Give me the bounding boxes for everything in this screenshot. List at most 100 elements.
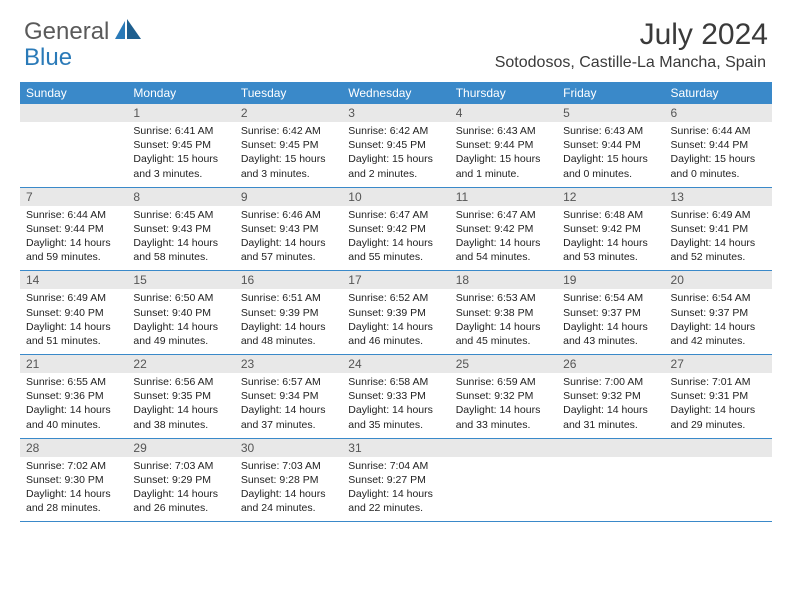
daylight-text-1: Daylight: 14 hours <box>456 236 551 250</box>
logo: General <box>24 18 145 46</box>
day-number: 5 <box>557 104 664 122</box>
daylight-text-1: Daylight: 14 hours <box>241 320 336 334</box>
sunset-text: Sunset: 9:37 PM <box>671 306 766 320</box>
sunset-text: Sunset: 9:39 PM <box>348 306 443 320</box>
daylight-text-2: and 33 minutes. <box>456 418 551 432</box>
day-number: 27 <box>665 355 772 374</box>
day-number: 17 <box>342 271 449 290</box>
daylight-text-1: Daylight: 15 hours <box>456 152 551 166</box>
daylight-text-1: Daylight: 14 hours <box>456 320 551 334</box>
day-number: 6 <box>665 104 772 122</box>
daylight-text-2: and 37 minutes. <box>241 418 336 432</box>
sunrise-text: Sunrise: 6:52 AM <box>348 291 443 305</box>
sunset-text: Sunset: 9:45 PM <box>241 138 336 152</box>
header-wednesday: Wednesday <box>342 82 449 104</box>
day-cell <box>665 457 772 522</box>
daylight-text-2: and 42 minutes. <box>671 334 766 348</box>
title-block: July 2024 Sotodosos, Castille-La Mancha,… <box>495 18 768 72</box>
day-number: 21 <box>20 355 127 374</box>
logo-sail-icon <box>115 19 143 46</box>
header-friday: Friday <box>557 82 664 104</box>
daylight-text-1: Daylight: 14 hours <box>563 403 658 417</box>
sunrise-text: Sunrise: 6:53 AM <box>456 291 551 305</box>
sunset-text: Sunset: 9:29 PM <box>133 473 228 487</box>
daylight-text-2: and 24 minutes. <box>241 501 336 515</box>
sunrise-text: Sunrise: 6:50 AM <box>133 291 228 305</box>
sunset-text: Sunset: 9:28 PM <box>241 473 336 487</box>
data-row: Sunrise: 6:41 AMSunset: 9:45 PMDaylight:… <box>20 122 772 187</box>
month-title: July 2024 <box>495 18 768 52</box>
day-header-row: Sunday Monday Tuesday Wednesday Thursday… <box>20 82 772 104</box>
day-cell: Sunrise: 6:57 AMSunset: 9:34 PMDaylight:… <box>235 373 342 438</box>
daynum-row: 123456 <box>20 104 772 122</box>
daylight-text-2: and 54 minutes. <box>456 250 551 264</box>
daylight-text-2: and 49 minutes. <box>133 334 228 348</box>
day-number: 10 <box>342 187 449 206</box>
day-number: 18 <box>450 271 557 290</box>
day-cell: Sunrise: 6:51 AMSunset: 9:39 PMDaylight:… <box>235 289 342 354</box>
daylight-text-1: Daylight: 14 hours <box>671 403 766 417</box>
day-cell <box>20 122 127 187</box>
daylight-text-1: Daylight: 14 hours <box>133 403 228 417</box>
sunrise-text: Sunrise: 7:04 AM <box>348 459 443 473</box>
sunrise-text: Sunrise: 6:59 AM <box>456 375 551 389</box>
sunrise-text: Sunrise: 6:54 AM <box>671 291 766 305</box>
header-monday: Monday <box>127 82 234 104</box>
daylight-text-1: Daylight: 14 hours <box>241 236 336 250</box>
sunrise-text: Sunrise: 6:42 AM <box>241 124 336 138</box>
daylight-text-2: and 40 minutes. <box>26 418 121 432</box>
day-cell: Sunrise: 6:47 AMSunset: 9:42 PMDaylight:… <box>450 206 557 271</box>
sunset-text: Sunset: 9:42 PM <box>348 222 443 236</box>
sunset-text: Sunset: 9:45 PM <box>133 138 228 152</box>
day-cell: Sunrise: 6:54 AMSunset: 9:37 PMDaylight:… <box>665 289 772 354</box>
sunset-text: Sunset: 9:34 PM <box>241 389 336 403</box>
day-cell: Sunrise: 6:44 AMSunset: 9:44 PMDaylight:… <box>20 206 127 271</box>
sunrise-text: Sunrise: 6:44 AM <box>26 208 121 222</box>
daylight-text-2: and 0 minutes. <box>563 167 658 181</box>
sunset-text: Sunset: 9:33 PM <box>348 389 443 403</box>
calendar-table: Sunday Monday Tuesday Wednesday Thursday… <box>20 82 772 522</box>
day-cell: Sunrise: 6:56 AMSunset: 9:35 PMDaylight:… <box>127 373 234 438</box>
sunset-text: Sunset: 9:39 PM <box>241 306 336 320</box>
daylight-text-1: Daylight: 14 hours <box>133 487 228 501</box>
day-number: 16 <box>235 271 342 290</box>
day-number <box>665 438 772 457</box>
daylight-text-2: and 2 minutes. <box>348 167 443 181</box>
sunset-text: Sunset: 9:30 PM <box>26 473 121 487</box>
daylight-text-1: Daylight: 15 hours <box>348 152 443 166</box>
sunset-text: Sunset: 9:44 PM <box>456 138 551 152</box>
sunrise-text: Sunrise: 6:47 AM <box>348 208 443 222</box>
day-number: 19 <box>557 271 664 290</box>
day-cell: Sunrise: 6:53 AMSunset: 9:38 PMDaylight:… <box>450 289 557 354</box>
sunrise-text: Sunrise: 6:46 AM <box>241 208 336 222</box>
daylight-text-1: Daylight: 14 hours <box>26 487 121 501</box>
day-number: 15 <box>127 271 234 290</box>
data-row: Sunrise: 7:02 AMSunset: 9:30 PMDaylight:… <box>20 457 772 522</box>
day-number: 13 <box>665 187 772 206</box>
sunrise-text: Sunrise: 6:47 AM <box>456 208 551 222</box>
day-number: 14 <box>20 271 127 290</box>
sunrise-text: Sunrise: 7:03 AM <box>241 459 336 473</box>
sunrise-text: Sunrise: 6:43 AM <box>563 124 658 138</box>
day-number: 22 <box>127 355 234 374</box>
daylight-text-2: and 46 minutes. <box>348 334 443 348</box>
header-sunday: Sunday <box>20 82 127 104</box>
day-cell: Sunrise: 7:02 AMSunset: 9:30 PMDaylight:… <box>20 457 127 522</box>
day-number: 9 <box>235 187 342 206</box>
daylight-text-2: and 3 minutes. <box>133 167 228 181</box>
day-number: 4 <box>450 104 557 122</box>
day-cell: Sunrise: 6:52 AMSunset: 9:39 PMDaylight:… <box>342 289 449 354</box>
sunset-text: Sunset: 9:42 PM <box>563 222 658 236</box>
sunrise-text: Sunrise: 6:43 AM <box>456 124 551 138</box>
daylight-text-2: and 48 minutes. <box>241 334 336 348</box>
header-tuesday: Tuesday <box>235 82 342 104</box>
daylight-text-1: Daylight: 14 hours <box>133 320 228 334</box>
daylight-text-1: Daylight: 14 hours <box>348 236 443 250</box>
day-number: 7 <box>20 187 127 206</box>
header-thursday: Thursday <box>450 82 557 104</box>
daylight-text-2: and 28 minutes. <box>26 501 121 515</box>
data-row: Sunrise: 6:55 AMSunset: 9:36 PMDaylight:… <box>20 373 772 438</box>
daylight-text-1: Daylight: 14 hours <box>26 236 121 250</box>
daylight-text-1: Daylight: 14 hours <box>348 320 443 334</box>
daylight-text-2: and 55 minutes. <box>348 250 443 264</box>
